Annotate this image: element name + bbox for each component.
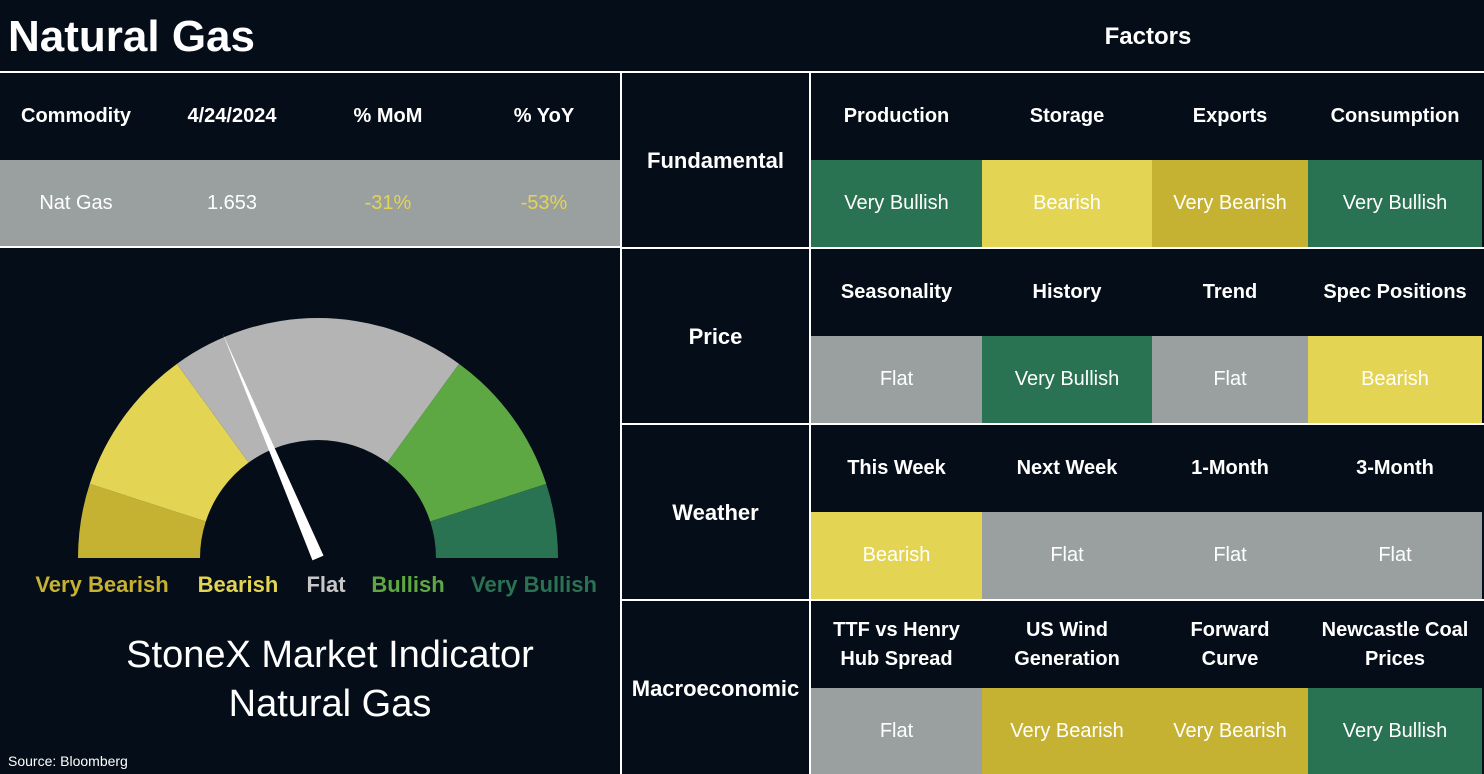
gauge-label: Very Bullish xyxy=(471,571,597,597)
table-row xyxy=(0,160,620,246)
gauge-label: Flat xyxy=(306,571,346,597)
factor-status: Very Bullish xyxy=(1308,688,1482,774)
factor-status: Flat xyxy=(1152,512,1308,599)
table-cell: 1.653 xyxy=(206,191,258,214)
factor-name-line: Production xyxy=(843,105,950,127)
factor-status: Bearish xyxy=(982,160,1152,247)
table-header: 4/24/2024 xyxy=(187,105,277,127)
factor-status: Flat xyxy=(811,688,982,774)
factor-name-line: Prices xyxy=(1364,647,1426,670)
gauge-label: Very Bearish xyxy=(35,571,169,597)
divider xyxy=(620,599,1484,601)
factor-name-line: Storage xyxy=(1029,105,1105,127)
factor-name-line: Forward xyxy=(1190,618,1270,641)
table-header: % MoM xyxy=(353,105,423,127)
gauge-segment xyxy=(387,363,547,522)
factor-status: Very Bearish xyxy=(1152,160,1308,247)
factor-name: TTF vs Henry Hub Spread xyxy=(811,601,982,688)
source: Source: Bloomberg xyxy=(8,752,128,769)
factor-name: Newcastle Coal Prices xyxy=(1308,601,1482,688)
factor-status: Flat xyxy=(1152,336,1308,423)
group-label: Fundamental xyxy=(647,147,784,173)
factor-name: Production xyxy=(811,73,982,160)
factor-name: Trend xyxy=(1152,249,1308,336)
factor-name-line: Next Week xyxy=(1016,457,1118,479)
gauge-segment xyxy=(78,483,206,558)
factor-name-line: History xyxy=(1032,281,1102,303)
factor-status: Bearish xyxy=(811,512,982,599)
factor-name-line: Hub Spread xyxy=(840,647,953,670)
divider xyxy=(0,246,620,248)
gauge-segment xyxy=(89,363,249,522)
factor-name-line: Consumption xyxy=(1330,105,1460,127)
factor-name: 3-Month xyxy=(1308,425,1482,512)
factor-name: 1-Month xyxy=(1152,425,1308,512)
gauge-segment xyxy=(430,483,558,558)
indicator-title: StoneX Market Indicator xyxy=(126,633,534,676)
factors-title: Factors xyxy=(1104,22,1192,50)
group-label: Weather xyxy=(672,499,759,525)
gauge-label: Bearish xyxy=(197,571,279,597)
factor-name: US Wind Generation xyxy=(982,601,1152,688)
gauge-segment xyxy=(176,318,460,463)
group-label: Price xyxy=(688,323,743,349)
factor-name-line: Spec Positions xyxy=(1323,281,1467,303)
factor-name-line: Exports xyxy=(1192,105,1268,127)
divider xyxy=(809,71,811,774)
factor-name: Forward Curve xyxy=(1152,601,1308,688)
gauge-needle xyxy=(222,333,324,561)
factor-name-line: 1-Month xyxy=(1191,457,1269,479)
factor-name: Next Week xyxy=(982,425,1152,512)
factor-name: Storage xyxy=(982,73,1152,160)
table-header: Commodity xyxy=(21,105,131,127)
factor-status: Very Bearish xyxy=(982,688,1152,774)
factor-name-line: Seasonality xyxy=(840,281,953,303)
factor-status: Flat xyxy=(811,336,982,423)
factor-name-line: Trend xyxy=(1202,281,1258,303)
factor-status: Flat xyxy=(982,512,1152,599)
table-header: % YoY xyxy=(513,105,575,127)
factor-name: This Week xyxy=(811,425,982,512)
factor-status: Flat xyxy=(1308,512,1482,599)
factor-name-line: Curve xyxy=(1201,647,1259,670)
indicator-title: Natural Gas xyxy=(228,682,432,725)
factor-name-line: This Week xyxy=(847,457,946,479)
divider xyxy=(620,71,622,774)
table-cell: Nat Gas xyxy=(39,191,113,214)
factor-name: Consumption xyxy=(1308,73,1482,160)
divider xyxy=(0,71,1484,73)
factor-name: History xyxy=(982,249,1152,336)
group-label: Macroeconomic xyxy=(631,675,800,701)
factor-name-line: 3-Month xyxy=(1356,457,1434,479)
factor-status: Very Bullish xyxy=(982,336,1152,423)
factor-status: Bearish xyxy=(1308,336,1482,423)
gauge-label: Bullish xyxy=(371,571,445,597)
table-cell: -31% xyxy=(364,191,412,214)
factor-status: Very Bullish xyxy=(811,160,982,247)
factor-name-line: US Wind xyxy=(1025,618,1109,641)
factor-status: Very Bullish xyxy=(1308,160,1482,247)
factor-status: Very Bearish xyxy=(1152,688,1308,774)
gauge xyxy=(78,318,558,561)
factor-name: Exports xyxy=(1152,73,1308,160)
factor-name-line: Newcastle Coal xyxy=(1321,618,1469,641)
divider xyxy=(620,247,1484,249)
table-cell: -53% xyxy=(520,191,568,214)
factor-name: Seasonality xyxy=(811,249,982,336)
divider xyxy=(620,423,1484,425)
page-title: Natural Gas xyxy=(8,11,255,61)
factor-name-line: Generation xyxy=(1014,647,1120,670)
factor-name: Spec Positions xyxy=(1308,249,1482,336)
factor-name-line: TTF vs Henry xyxy=(833,618,960,641)
